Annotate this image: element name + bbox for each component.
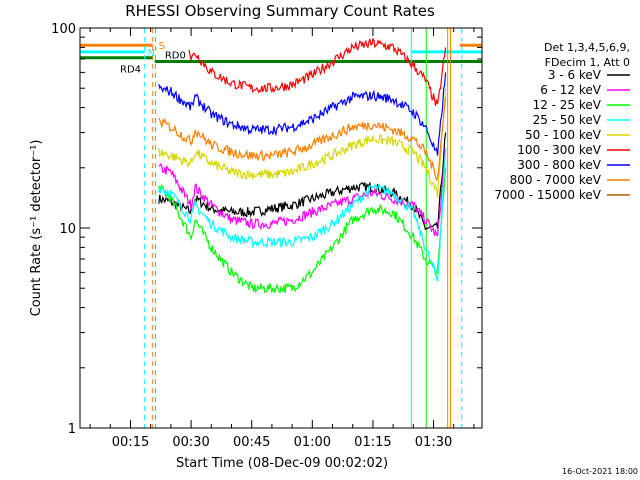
series-line [158, 97, 447, 182]
x-tick-label: 00:30 [172, 435, 209, 450]
legend-item-label: 25 - 50 keV [533, 113, 602, 127]
legend-item-label: 7000 - 15000 keV [494, 188, 601, 202]
series-line [188, 37, 447, 106]
legend-item-label: 6 - 12 keV [540, 83, 602, 97]
flag-label-rd4: RD4 [120, 64, 141, 75]
y-tick-label: 10 [59, 222, 76, 237]
series-line [158, 148, 447, 282]
chart-title: RHESSI Observing Summary Count Rates [125, 2, 435, 20]
series-line [158, 167, 447, 295]
series-line [158, 88, 447, 198]
x-tick-label: 00:45 [233, 435, 270, 450]
legend-item-label: 3 - 6 keV [548, 68, 602, 82]
x-tick-label: 01:30 [415, 435, 452, 450]
legend-item-label: 50 - 100 keV [525, 128, 602, 142]
legend-header-line: FDecim 1, Att 0 [545, 56, 630, 69]
plot-frame [79, 27, 483, 429]
legend-header-line: Det 1,3,4,5,6,9, [544, 41, 630, 54]
y-tick-label: 1 [68, 422, 76, 437]
x-tick-label: 01:15 [354, 435, 391, 450]
y-axis-label: Count Rate (s⁻¹ detector⁻¹) [29, 140, 44, 317]
flag-label-rd0: RD0 [165, 50, 186, 61]
series-line [158, 72, 447, 156]
x-tick-label: 00:15 [112, 435, 149, 450]
flag-label-s: S [159, 41, 165, 52]
legend-item-label: 100 - 300 keV [517, 143, 601, 157]
flag-label-n: N [148, 48, 155, 59]
y-tick-label: 100 [51, 22, 76, 37]
legend-item-label: 300 - 800 keV [517, 158, 601, 172]
timestamp: 16-Oct-2021 18:00 [562, 467, 638, 476]
x-axis-label: Start Time (08-Dec-09 00:02:02) [176, 456, 388, 471]
legend-item-label: 800 - 7000 keV [510, 173, 602, 187]
legend-item-label: 12 - 25 keV [533, 98, 602, 112]
x-tick-label: 01:00 [294, 435, 331, 450]
